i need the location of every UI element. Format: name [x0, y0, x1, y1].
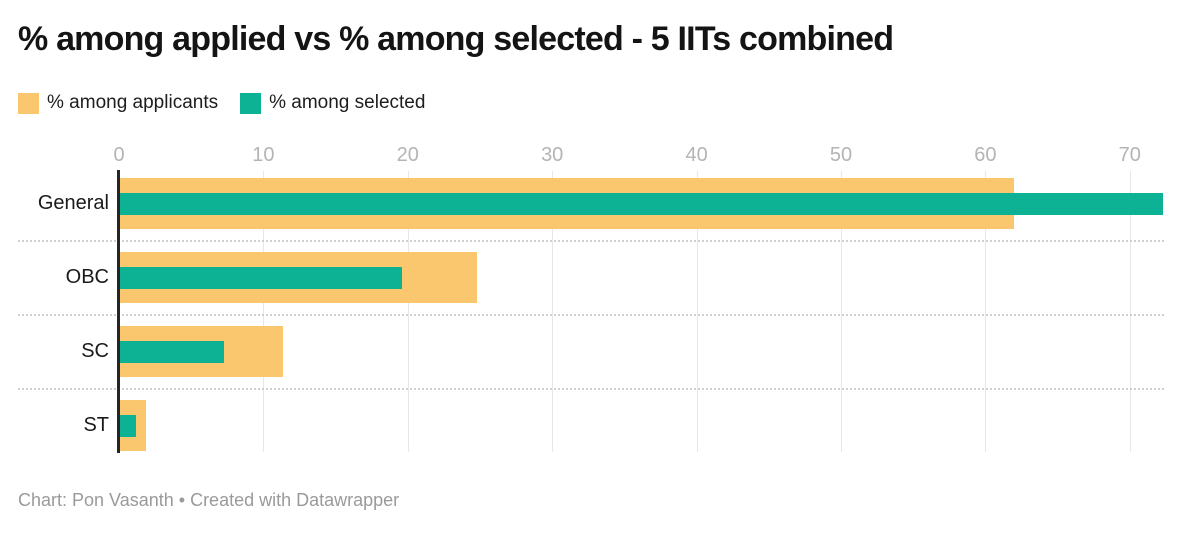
- x-axis-tick-label: 20: [396, 144, 419, 166]
- x-axis-tick-label: 0: [113, 144, 125, 166]
- category-label-st: ST: [83, 414, 109, 436]
- row-separator: [18, 313, 1164, 316]
- legend-item-selected: % among selected: [240, 92, 425, 114]
- category-label-sc: SC: [81, 340, 109, 362]
- vertical-gridline: [263, 171, 265, 452]
- x-axis-tick-label: 50: [829, 144, 853, 166]
- legend-item-applicants: % among applicants: [18, 92, 218, 114]
- chart-title: % among applied vs % among selected - 5 …: [18, 20, 894, 58]
- vertical-gridline: [841, 171, 842, 452]
- y-axis-line: [117, 170, 120, 453]
- legend-label-selected: % among selected: [269, 92, 426, 113]
- x-axis-tick-label: 10: [252, 144, 275, 166]
- bar-selected-sc: [120, 341, 224, 363]
- legend-label-applicants: % among applicants: [47, 92, 219, 113]
- vertical-gridline: [552, 171, 554, 452]
- vertical-gridline: [985, 171, 987, 452]
- x-axis-tick-label: 70: [1118, 144, 1141, 166]
- bar-selected-general: [120, 193, 1163, 215]
- x-axis-tick-label: 30: [541, 144, 564, 166]
- plot-area: 0 10 20 30 40 50 60 70 General OBC SC ST: [18, 144, 1164, 453]
- x-axis-tick-label: 40: [685, 144, 708, 166]
- category-label-obc: OBC: [65, 266, 109, 288]
- bar-selected-st: [120, 415, 136, 437]
- bar-selected-obc: [120, 267, 402, 289]
- row-separator: [18, 239, 1164, 242]
- legend-swatch-applicants-icon: [18, 92, 39, 114]
- legend-swatch-selected-icon: [240, 92, 262, 114]
- category-label-general: General: [37, 192, 109, 214]
- row-separator: [18, 387, 1164, 390]
- legend: % among applicants % among selected: [18, 92, 425, 114]
- vertical-gridline: [696, 171, 698, 452]
- x-axis-tick-label: 60: [974, 144, 997, 166]
- chart-footer: Chart: Pon Vasanth • Created with Datawr…: [18, 490, 400, 510]
- vertical-gridline: [1129, 171, 1131, 452]
- vertical-gridline: [407, 171, 409, 452]
